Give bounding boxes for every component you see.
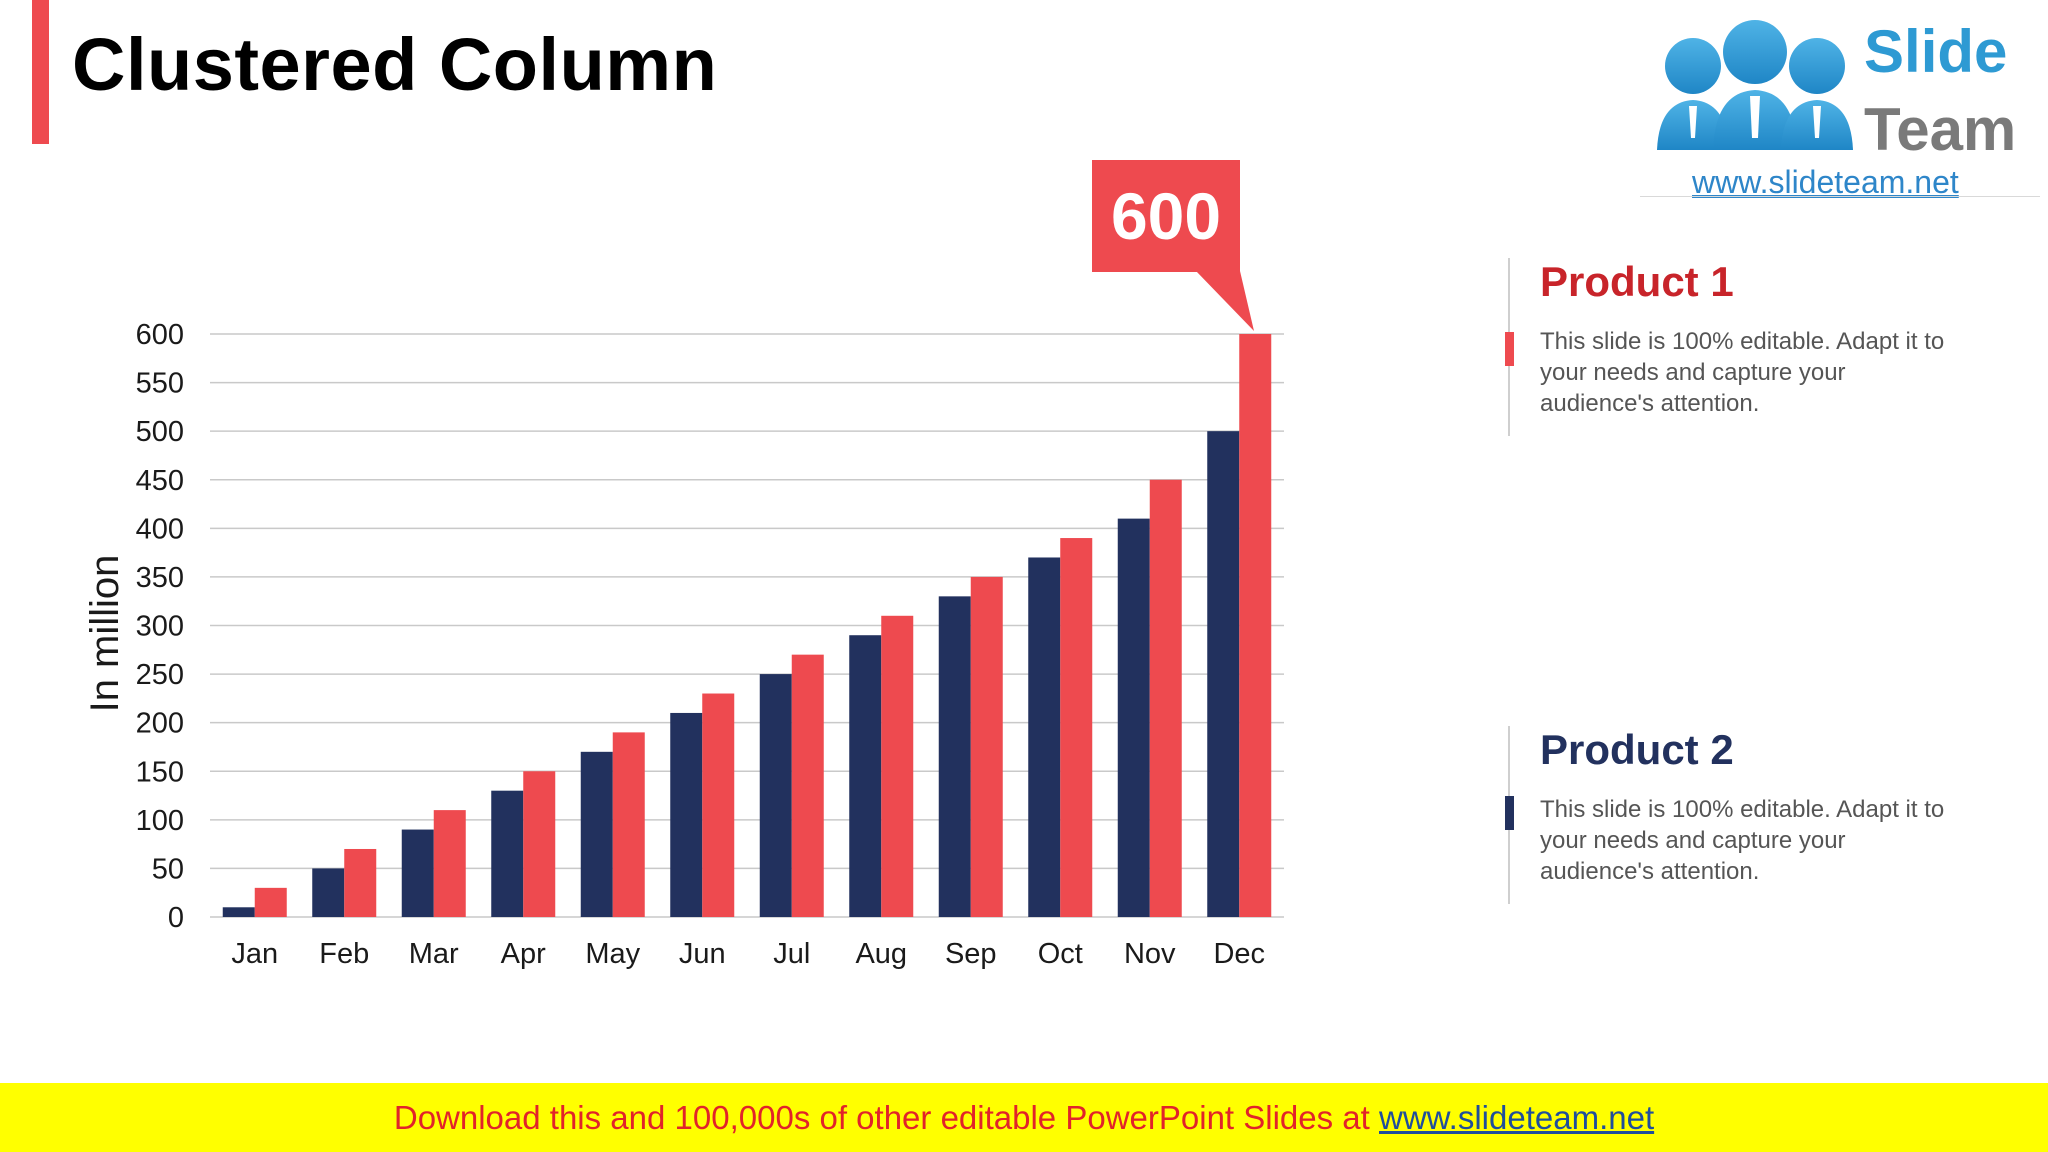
x-tick-label: Oct — [1038, 938, 1083, 970]
bar-product-1-jan — [254, 887, 287, 917]
y-tick-label: 300 — [136, 611, 184, 643]
legend-swatch — [1505, 796, 1514, 830]
logo-word-slide: Slide — [1864, 18, 2008, 85]
title-accent-bar — [32, 0, 49, 144]
bar-product-1-jun — [702, 693, 735, 917]
bar-product-1-may — [612, 732, 645, 917]
bar-product-2-mar — [401, 829, 434, 917]
legend-title: Product 2 — [1540, 726, 1734, 773]
y-tick-label: 0 — [168, 902, 184, 934]
slideteam-logo[interactable]: Slide Team www.slideteam.net — [1640, 0, 2040, 200]
footer-link[interactable]: www.slideteam.net — [1379, 1099, 1655, 1136]
x-tick-label: Mar — [409, 938, 459, 970]
bar-product-1-dec — [1239, 334, 1272, 917]
bar-product-2-aug — [849, 635, 882, 917]
bar-product-1-aug — [881, 615, 914, 917]
y-tick-label: 100 — [136, 805, 184, 837]
x-tick-label: Sep — [945, 938, 997, 970]
x-tick-label: May — [585, 938, 640, 970]
y-tick-label: 550 — [136, 368, 184, 400]
bar-product-1-jul — [791, 654, 824, 917]
legend-title: Product 1 — [1540, 258, 1734, 305]
legend-description: This slide is 100% editable. Adapt it to… — [1540, 796, 1945, 885]
bar-product-2-jun — [670, 712, 703, 917]
x-tick-label: Jul — [773, 938, 810, 970]
x-tick-label: Aug — [855, 938, 907, 970]
y-axis-label: In million — [83, 555, 127, 713]
y-tick-label: 200 — [136, 708, 184, 740]
y-tick-label: 50 — [152, 853, 184, 885]
footer-banner: Download this and 100,000s of other edit… — [0, 1083, 2048, 1152]
y-tick-label: 150 — [136, 756, 184, 788]
x-tick-label: Nov — [1124, 938, 1176, 970]
footer-message: Download this and 100,000s of other edit… — [393, 1099, 1379, 1136]
bar-product-2-oct — [1028, 557, 1061, 917]
legend-swatch — [1505, 332, 1514, 366]
logo-divider — [1640, 196, 2040, 197]
bar-product-1-mar — [433, 810, 466, 917]
legend-product-1: Product 1 This slide is 100% editable. A… — [1505, 258, 1948, 436]
footer-text: Download this and 100,000s of other edit… — [0, 1083, 2048, 1152]
bar-product-2-nov — [1117, 518, 1150, 917]
people-group-icon — [1657, 20, 1853, 150]
page-title: Clustered Column — [72, 23, 718, 106]
legend-description: This slide is 100% editable. Adapt it to… — [1540, 328, 1945, 417]
bar-product-1-apr — [523, 771, 556, 917]
bar-product-2-sep — [938, 596, 971, 917]
clustered-column-chart: 0 50 100 150 200 250 300 350 400 450 500 550 600 In m… — [83, 319, 1284, 970]
logo-word-team: Team — [1864, 96, 2017, 163]
y-tick-label: 600 — [136, 319, 184, 351]
bar-product-2-may — [580, 751, 613, 917]
x-tick-label: Apr — [501, 938, 546, 970]
callout-value: 600 — [1110, 179, 1222, 253]
bar-product-2-jan — [222, 907, 255, 917]
bar-product-2-feb — [312, 868, 345, 917]
bar-product-2-dec — [1207, 431, 1240, 917]
bar-product-1-feb — [344, 848, 377, 917]
y-tick-label: 500 — [136, 416, 184, 448]
bar-product-2-jul — [759, 674, 792, 917]
y-tick-label: 350 — [136, 562, 184, 594]
bar-product-1-nov — [1149, 479, 1182, 917]
bar-product-1-oct — [1060, 538, 1093, 917]
y-tick-label: 400 — [136, 513, 184, 545]
x-tick-label: Feb — [319, 938, 369, 970]
y-tick-label: 250 — [136, 659, 184, 691]
legend-product-2: Product 2 This slide is 100% editable. A… — [1505, 726, 1948, 904]
x-tick-label: Jan — [231, 938, 278, 970]
max-value-callout: 600 — [1092, 160, 1240, 272]
bar-product-1-sep — [970, 576, 1003, 917]
callout-pointer — [1196, 271, 1254, 331]
x-tick-label: Jun — [679, 938, 726, 970]
bar-product-2-apr — [491, 790, 524, 917]
y-tick-label: 450 — [136, 465, 184, 497]
x-tick-label: Dec — [1213, 938, 1265, 970]
logo-url-link[interactable]: www.slideteam.net — [1692, 164, 1959, 200]
